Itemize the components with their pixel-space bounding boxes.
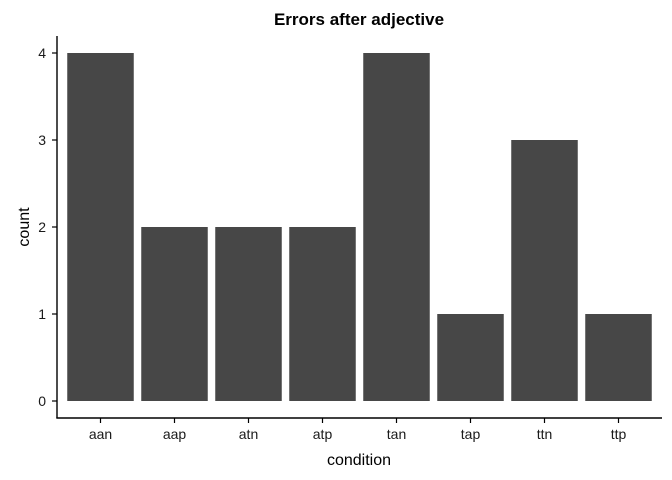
x-tick-label: tan (387, 426, 406, 442)
x-tick-label: aan (89, 426, 112, 442)
x-tick-label: ttp (611, 426, 627, 442)
y-tick-label: 0 (38, 393, 46, 409)
bar-aap (141, 227, 208, 401)
x-tick-label: aap (163, 426, 187, 442)
x-tick-label: tap (461, 426, 481, 442)
bar-ttp (585, 314, 652, 401)
bar-atp (289, 227, 356, 401)
y-tick-label: 2 (38, 219, 46, 235)
y-tick-label: 3 (38, 132, 46, 148)
bar-tap (437, 314, 504, 401)
y-axis-title: count (16, 207, 33, 247)
x-tick-label: atp (313, 426, 333, 442)
bar-atn (215, 227, 282, 401)
y-tick-label: 4 (38, 45, 46, 61)
bar-aan (67, 53, 134, 401)
x-tick-label: atn (239, 426, 258, 442)
chart-title: Errors after adjective (274, 10, 444, 29)
plot-area (67, 53, 652, 401)
y-tick-label: 1 (38, 306, 46, 322)
bar-tan (363, 53, 430, 401)
x-tick-label: ttn (537, 426, 553, 442)
bar-ttn (511, 140, 578, 401)
x-axis-title: condition (327, 452, 391, 469)
